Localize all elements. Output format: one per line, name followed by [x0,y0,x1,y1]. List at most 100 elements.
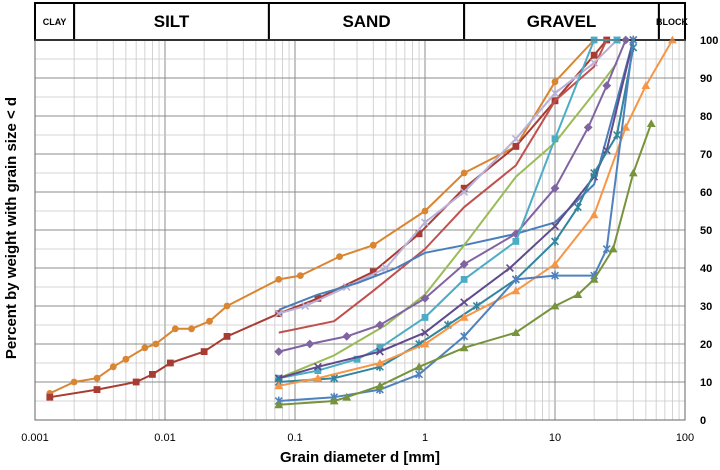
data-point [171,325,179,333]
data-point [188,325,195,333]
data-point [342,332,352,341]
series-12 [274,35,638,406]
series-line [278,39,635,402]
data-point [589,275,599,283]
data-point [274,381,284,390]
y-tick-label: 40 [700,263,712,275]
series-10 [274,43,638,387]
data-point [511,328,521,336]
y-tick-label: 30 [700,301,712,313]
data-point [505,264,514,272]
data-point [141,344,149,352]
x-tick-label: 100 [676,432,694,444]
data-point [460,332,469,341]
data-point [583,123,593,132]
data-point [369,241,377,249]
data-point [608,244,618,253]
data-point [641,81,651,89]
x-tick-label: 10 [549,432,561,444]
data-point [551,89,559,98]
data-point [46,393,54,401]
y-tick-label: 80 [700,111,712,123]
data-point [376,344,384,352]
data-point [511,275,520,284]
data-point [206,317,213,325]
x-tick-label: 0.001 [21,432,49,444]
series-line [49,39,608,399]
series-7 [274,35,631,356]
data-point [511,286,521,295]
data-point [590,51,598,59]
data-point [551,237,559,246]
data-point [152,340,160,348]
data-point [551,222,559,231]
band-label: SAND [342,12,390,31]
series-11 [274,35,677,390]
data-point [375,358,385,367]
data-point [275,276,283,283]
band-label: GRAVEL [527,12,597,31]
data-point [414,362,424,371]
data-point [460,276,468,283]
series-line [278,39,674,387]
series-9 [274,36,638,383]
data-point [573,202,582,212]
data-point [628,168,638,177]
band-label: BLOCK [656,17,688,27]
x-tick-label: 0.1 [287,432,302,444]
grid-layer [34,39,685,421]
band-label: CLAY [43,17,67,27]
data-point [550,259,560,268]
data-point [459,259,469,269]
data-point [93,386,101,393]
series-13 [274,119,656,409]
data-point [314,367,322,374]
y-tick-label: 90 [700,73,712,85]
data-point [109,363,117,371]
data-point [646,119,656,127]
data-point [166,359,174,367]
series-line [49,39,595,395]
y-tick-label: 70 [700,149,712,161]
series-line [278,39,608,334]
data-point [590,168,599,178]
data-point [329,396,339,405]
series-line [278,39,635,311]
data-point [223,302,231,310]
series-line [278,39,627,353]
data-point [511,134,520,143]
data-point [460,298,469,307]
series-layer [46,35,677,409]
data-point [551,78,559,86]
data-point [353,355,361,363]
series-1 [46,36,598,397]
y-tick-label: 10 [700,377,712,389]
data-point [512,238,520,245]
series-6 [278,62,618,380]
series-5 [278,39,635,311]
data-point [460,184,468,192]
series-3 [278,39,608,334]
y-tick-label: 0 [700,415,706,427]
classification-bands: CLAY SILT SAND GRAVEL BLOCK [34,2,688,41]
x-tick-label: 1 [422,432,428,444]
axes-layer: 0.001 0.01 0.1 1 10 100 0 10 20 30 40 50 60 70 80 90 100 [21,35,718,444]
y-tick-label: 20 [700,339,712,351]
data-point [550,301,560,310]
data-point [551,135,559,143]
data-point [314,295,322,302]
data-point [415,370,424,379]
series-line [278,47,635,383]
data-point [274,400,284,409]
data-point [550,183,560,193]
data-point [305,339,315,349]
data-point [421,314,429,321]
data-point [602,244,611,254]
data-point [602,81,612,90]
data-point [551,271,559,280]
data-point [472,301,481,311]
band-box [267,2,466,41]
data-point [573,290,583,298]
